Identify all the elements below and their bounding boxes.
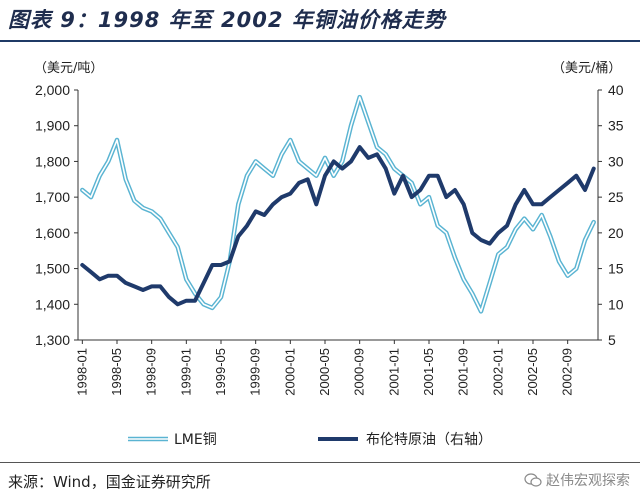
chart: 1,300 1,400 1,500 1,600 1,700 1,800 1,900 2,000… bbox=[34, 61, 624, 448]
legend: LME铜 布伦特原油（右轴） bbox=[128, 432, 492, 448]
legend-label-brent-oil: 布伦特原油（右轴） bbox=[366, 432, 492, 448]
watermark-text: 赵伟宏观探索 bbox=[546, 473, 630, 489]
source-note: 来源：Wind，国金证券研究所 bbox=[8, 473, 211, 491]
right-tick-label: 5 bbox=[608, 332, 616, 348]
left-tick-label: 1,700 bbox=[35, 189, 70, 205]
title-divider bbox=[0, 40, 640, 42]
left-unit-label: （美元/吨） bbox=[34, 61, 103, 76]
left-tick-label: 1,800 bbox=[35, 153, 70, 169]
series-layer bbox=[80, 94, 596, 314]
x-tick-label: 1999-05 bbox=[213, 348, 228, 396]
x-tick-label: 2002-01 bbox=[490, 348, 505, 396]
x-tick-label: 1999-01 bbox=[178, 348, 193, 396]
x-tick-label: 1998-01 bbox=[74, 348, 89, 396]
x-axis: 1998-01 1998-05 1998-09 1999-01 1999-05 1999-… bbox=[74, 339, 598, 396]
right-tick-label: 35 bbox=[608, 118, 624, 134]
right-y-axis: 5 10 15 20 25 30 35 40 （美元/桶） bbox=[552, 61, 624, 348]
x-tick-label: 2000-01 bbox=[282, 348, 297, 396]
x-tick-label: 2000-05 bbox=[317, 348, 332, 396]
legend-label-lme-copper: LME铜 bbox=[174, 432, 217, 448]
watermark: 赵伟宏观探索 bbox=[524, 470, 630, 490]
right-tick-label: 40 bbox=[608, 82, 624, 98]
x-tick-label: 2000-09 bbox=[352, 348, 367, 396]
source-divider bbox=[0, 462, 640, 463]
right-tick-label: 10 bbox=[608, 296, 624, 312]
x-tick-label: 2001-09 bbox=[456, 348, 471, 396]
right-tick-label: 15 bbox=[608, 261, 624, 277]
series-line-lme-copper-inner bbox=[81, 96, 595, 313]
x-tick-label: 2002-09 bbox=[560, 348, 575, 396]
series-line-brent-oil bbox=[80, 145, 596, 307]
right-tick-label: 30 bbox=[608, 153, 624, 169]
left-tick-label: 1,300 bbox=[35, 332, 70, 348]
x-tick-label: 2001-01 bbox=[386, 348, 401, 396]
right-tick-label: 20 bbox=[608, 225, 624, 241]
x-tick-label: 2001-05 bbox=[421, 348, 436, 396]
left-y-axis: 1,300 1,400 1,500 1,600 1,700 1,800 1,900 2,000… bbox=[34, 61, 103, 348]
x-tick-label: 1998-05 bbox=[109, 348, 124, 396]
right-tick-label: 25 bbox=[608, 189, 624, 205]
wechat-icon bbox=[524, 473, 542, 487]
right-unit-label: （美元/桶） bbox=[552, 61, 621, 76]
left-tick-label: 2,000 bbox=[35, 82, 70, 98]
x-tick-label: 1999-09 bbox=[248, 348, 263, 396]
left-tick-label: 1,900 bbox=[35, 118, 70, 134]
left-tick-label: 1,500 bbox=[35, 261, 70, 277]
x-tick-label: 1998-09 bbox=[144, 348, 159, 396]
left-tick-label: 1,600 bbox=[35, 225, 70, 241]
x-tick-label: 2002-05 bbox=[525, 348, 540, 396]
left-tick-label: 1,400 bbox=[35, 296, 70, 312]
chart-title: 图表 9：1998 年至 2002 年铜油价格走势 bbox=[8, 8, 446, 32]
